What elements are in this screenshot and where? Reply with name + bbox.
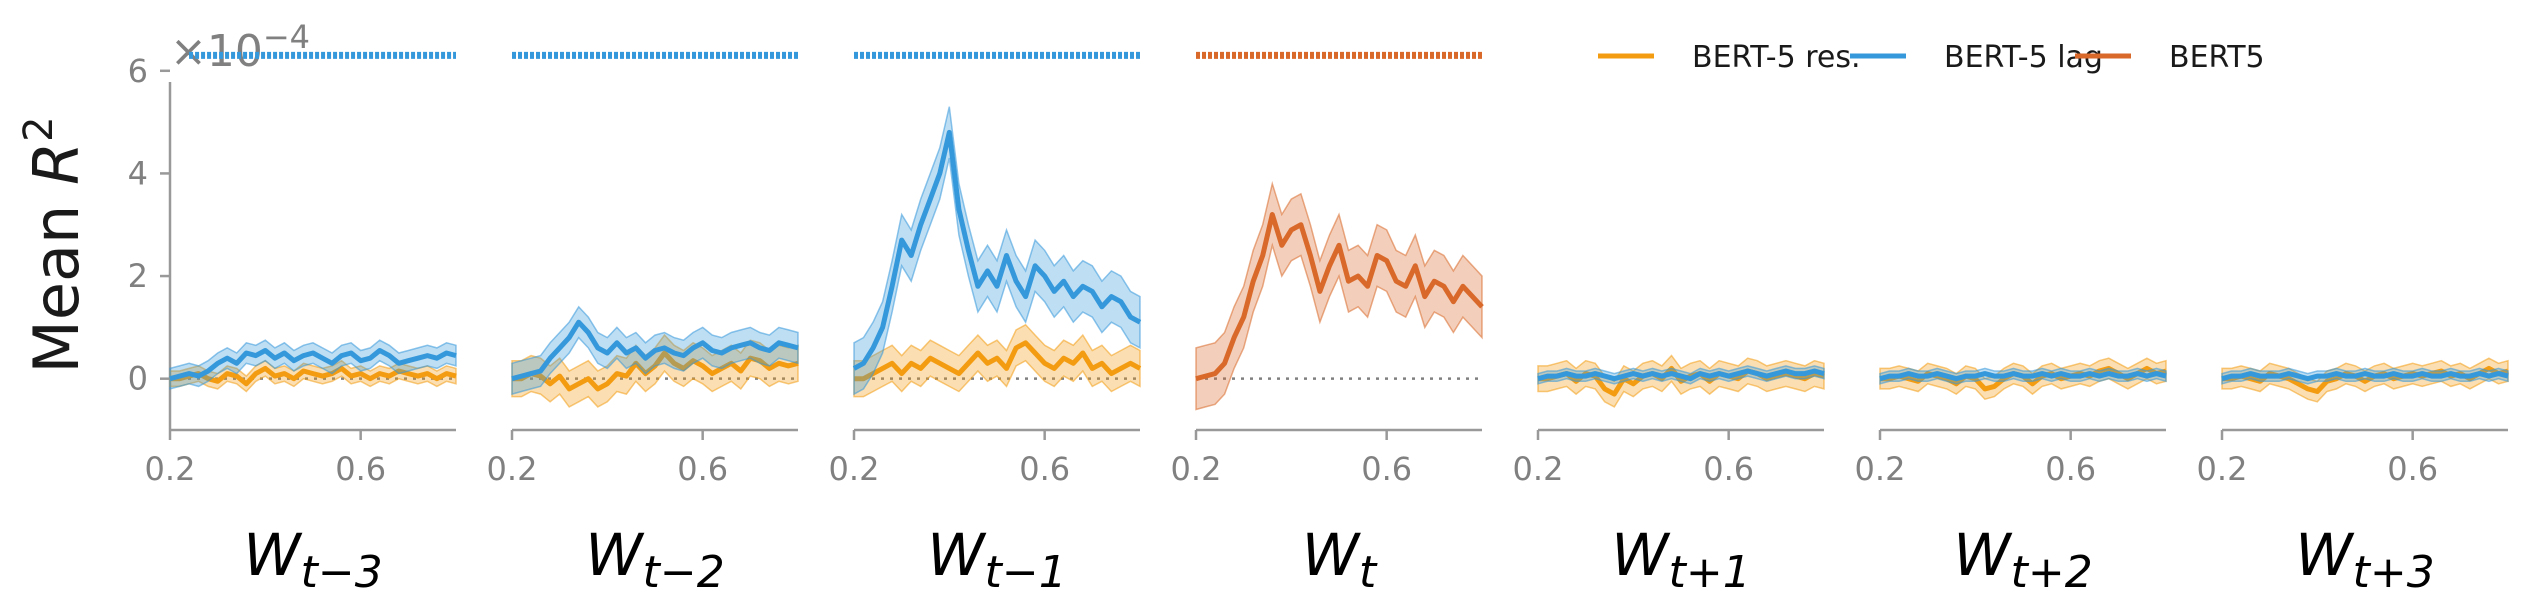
series-line-lag — [2221, 371, 2509, 382]
legend-item: BERT-5 lag — [1850, 40, 2103, 75]
x-tick-label: 0.2 — [487, 450, 538, 488]
panel-label-main: W — [1611, 521, 1671, 589]
y-tick-label: 0 — [128, 360, 148, 398]
scale-multiplier: ×10−4 — [170, 18, 310, 77]
panel-label: Wt — [1302, 521, 1378, 598]
scale-base: ×10 — [170, 26, 263, 77]
panel-label: Wt−3 — [243, 521, 382, 598]
x-tick-label: 0.6 — [1703, 450, 1754, 488]
legend: BERT-5 res. BERT-5 lag BERT5 — [1598, 40, 2265, 75]
y-axis-label-var: R — [20, 142, 93, 185]
panel-label: Wt+3 — [2295, 521, 2434, 598]
scale-exponent: −4 — [263, 18, 310, 56]
y-tick-label: 6 — [128, 52, 148, 90]
y-axis-label-exp: 2 — [16, 116, 62, 141]
legend-label: BERT5 — [2169, 40, 2265, 75]
series-line-lag — [1537, 368, 1825, 382]
panel-label-main: W — [1953, 521, 2013, 589]
panel-2: 0.2 0.6 Wt−1 — [829, 51, 1142, 598]
panel-5: 0.2 0.6 Wt+2 — [1855, 357, 2167, 598]
panel-label-main: W — [243, 521, 303, 589]
panel-label: Wt−2 — [585, 521, 724, 598]
panel-label: Wt+1 — [1611, 521, 1750, 598]
y-axis: 0 2 4 6 — [128, 52, 172, 430]
series-line-res — [170, 365, 457, 387]
y-axis-label: Mean R2 — [16, 116, 93, 373]
series-line-lag — [169, 348, 457, 382]
panel-label-sub: t — [1359, 547, 1378, 598]
panel-label: Wt+2 — [1953, 521, 2092, 598]
panel-1: 0.2 0.6 Wt−2 — [487, 51, 799, 598]
x-tick-label: 0.6 — [2045, 450, 2096, 488]
panel-label-sub: t+3 — [2353, 547, 2435, 598]
panel-label-main: W — [585, 521, 645, 589]
series-line-res — [854, 340, 1142, 382]
series-line-bert — [1195, 212, 1484, 382]
panel-0: 0.2 0.6 Wt−3 — [145, 51, 457, 598]
series-line-lag — [1879, 371, 2167, 382]
panel-label-sub: t−2 — [643, 547, 725, 598]
panel-label-sub: t−3 — [301, 547, 383, 598]
legend-label: BERT-5 res. — [1692, 40, 1861, 75]
panel-label: Wt−1 — [927, 521, 1066, 598]
series-line-lag — [852, 129, 1142, 371]
panels: 0.2 0.6Wt−30.2 0.6Wt−20.2 0.6Wt−10.2 0.6Wt0.… — [145, 51, 2509, 598]
panel-6: 0.2 0.6 Wt+3 — [2197, 357, 2509, 598]
panel-label-sub: t+1 — [1669, 547, 1751, 598]
legend-item: BERT-5 res. — [1598, 40, 1861, 75]
panel-label-sub: t+2 — [2011, 547, 2093, 598]
panel-label-main: W — [1302, 521, 1362, 589]
x-tick-label: 0.6 — [335, 450, 386, 488]
x-tick-label: 0.2 — [829, 450, 880, 488]
x-tick-label: 0.6 — [1361, 450, 1412, 488]
panel-label-sub: t−1 — [985, 547, 1067, 598]
series-line-lag — [511, 319, 799, 382]
x-tick-label: 0.6 — [1019, 450, 1070, 488]
x-tick-label: 0.6 — [677, 450, 728, 488]
y-tick-label: 2 — [128, 257, 148, 295]
ci-band-bert — [1195, 180, 1483, 411]
y-axis-label-prefix: Mean — [20, 185, 93, 374]
x-tick-label: 0.2 — [2197, 450, 2248, 488]
panel-label-main: W — [927, 521, 987, 589]
panel-label-main: W — [2295, 521, 2355, 589]
legend-item: BERT5 — [2075, 40, 2265, 75]
panel-4: 0.2 0.6 Wt+1 — [1513, 354, 1825, 598]
x-tick-label: 0.2 — [1855, 450, 1906, 488]
x-tick-label: 0.2 — [1171, 450, 1222, 488]
panel-3: 0.2 0.6 Wt — [1171, 51, 1484, 598]
x-tick-label: 0.2 — [1513, 450, 1564, 488]
y-tick-label: 4 — [128, 154, 148, 192]
x-tick-label: 0.2 — [145, 450, 196, 488]
x-tick-label: 0.6 — [2387, 450, 2438, 488]
